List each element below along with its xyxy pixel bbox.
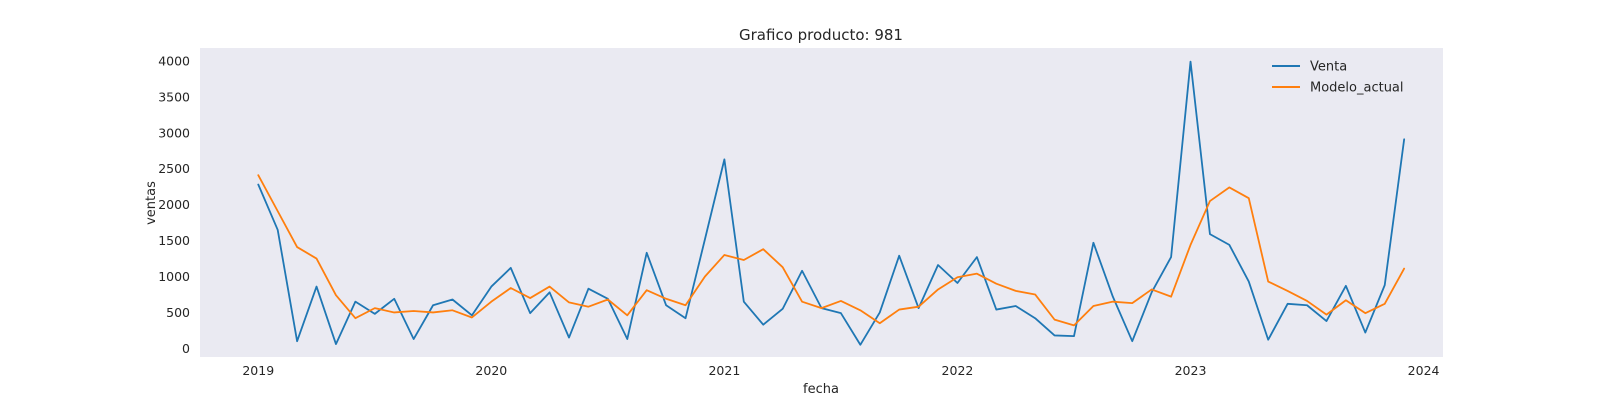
x-tick-label: 2024 xyxy=(1408,363,1440,378)
series-line-venta xyxy=(257,60,1406,346)
x-tick-label: 2020 xyxy=(475,363,507,378)
x-axis-label: fecha xyxy=(803,382,839,397)
chart-title: Grafico producto: 981 xyxy=(739,26,903,44)
x-tick-label: 2019 xyxy=(242,363,274,378)
y-tick-label: 0 xyxy=(182,341,190,356)
y-tick-label: 3500 xyxy=(158,89,190,104)
series-line-modelo-actual xyxy=(257,174,1406,327)
y-tick-label: 4000 xyxy=(158,53,190,68)
series-lines xyxy=(257,60,1406,346)
x-tick-label: 2022 xyxy=(942,363,974,378)
x-axis-ticks: 2019 2020 2021 2022 2023 2024 xyxy=(242,363,1439,378)
y-axis-label: ventas xyxy=(144,181,159,225)
y-axis-ticks: 0 500 1000 1500 2000 2500 3000 3500 4000 xyxy=(158,53,190,355)
y-tick-label: 2000 xyxy=(158,197,190,212)
x-tick-label: 2021 xyxy=(708,363,740,378)
legend: Venta Modelo_actual xyxy=(1272,60,1404,96)
legend-label: Venta xyxy=(1310,60,1347,75)
x-tick-label: 2023 xyxy=(1175,363,1207,378)
legend-label: Modelo_actual xyxy=(1310,81,1404,96)
y-tick-label: 1000 xyxy=(158,269,190,284)
y-tick-label: 1500 xyxy=(158,233,190,248)
y-tick-label: 2500 xyxy=(158,161,190,176)
plot-area xyxy=(200,48,1443,357)
y-tick-label: 500 xyxy=(166,305,190,320)
y-tick-label: 3000 xyxy=(158,125,190,140)
